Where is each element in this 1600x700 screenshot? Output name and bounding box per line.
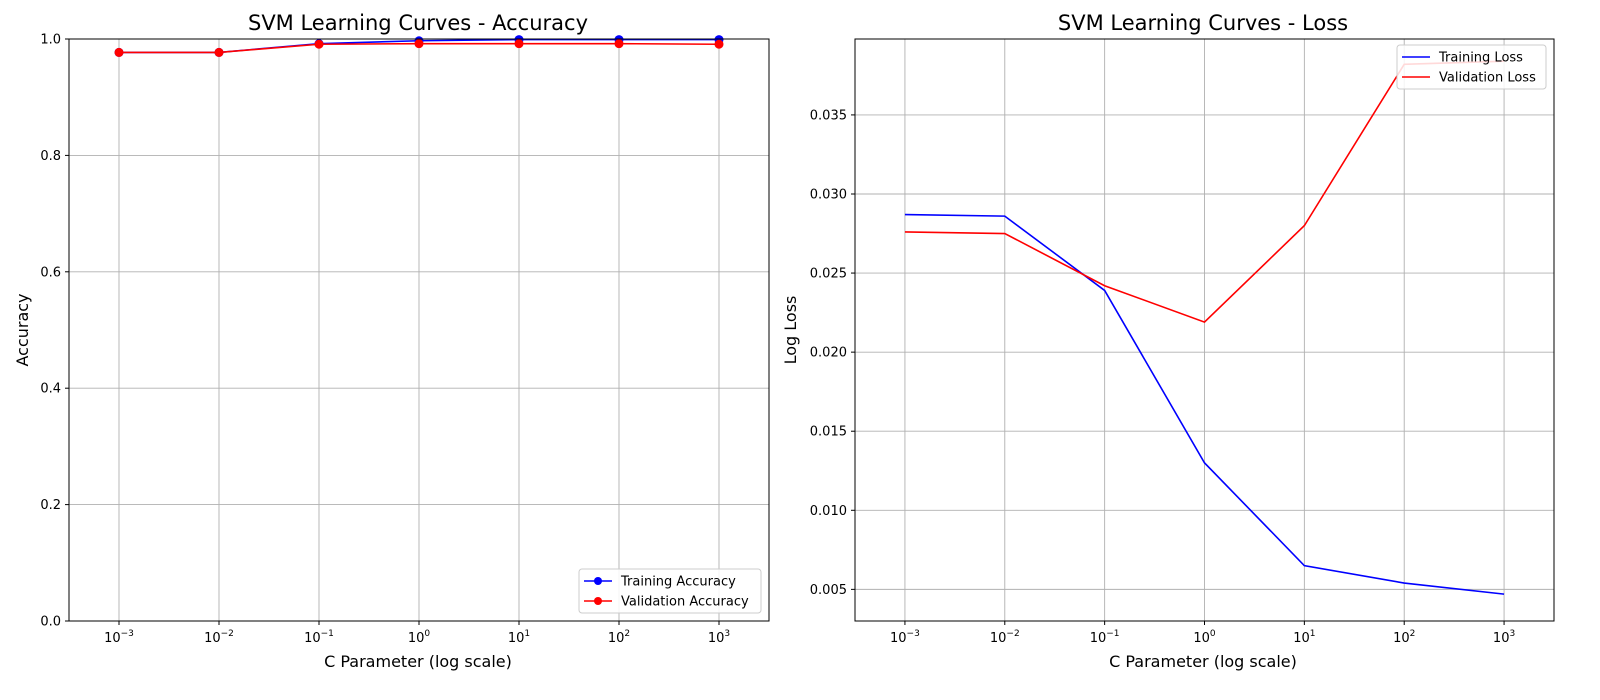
y-tick-label: 0.015 — [810, 425, 847, 440]
x-tick-label: 10−3 — [104, 629, 134, 646]
legend-marker — [594, 597, 602, 605]
y-tick-label: 0.020 — [810, 346, 847, 361]
x-tick-label: 102 — [608, 629, 630, 646]
x-axis-label: C Parameter (log scale) — [1109, 652, 1297, 671]
grid — [69, 38, 769, 622]
y-tick-label: 0.4 — [40, 382, 61, 397]
x-tick-label: 10−2 — [990, 629, 1020, 646]
legend-label: Training Loss — [1438, 51, 1523, 66]
series-group — [114, 35, 724, 57]
y-tick-label: 0.010 — [810, 504, 847, 519]
loss-chart: SVM Learning Curves - Loss 10−3 10−2 10−1 1… — [781, 11, 1555, 671]
data-point — [114, 47, 124, 57]
data-point — [514, 39, 524, 49]
x-tick-label: 10−1 — [304, 629, 334, 646]
tick-group: 10−3 10−2 10−1 100 101 102 103 0.0 0.2 0.4 0.6 0.8 1… — [40, 33, 730, 647]
x-tick-label: 102 — [1393, 629, 1415, 646]
y-tick-label: 0.025 — [810, 267, 847, 282]
y-tick-label: 0.005 — [810, 583, 847, 598]
data-point — [714, 39, 724, 49]
x-tick-label: 10−2 — [204, 629, 234, 646]
accuracy-chart: SVM Learning Curves - Accuracy 10−3 10−2 1… — [13, 11, 770, 671]
x-tick-label: 10−3 — [890, 629, 920, 646]
x-tick-label: 101 — [508, 629, 530, 646]
data-point — [314, 39, 324, 49]
y-axis-label: Accuracy — [13, 293, 32, 366]
x-tick-label: 100 — [408, 629, 431, 646]
data-point — [214, 47, 224, 57]
chart-title: SVM Learning Curves - Loss — [1058, 11, 1348, 35]
legend-label: Validation Accuracy — [621, 595, 749, 610]
y-tick-label: 0.030 — [810, 187, 847, 202]
y-tick-label: 0.0 — [40, 615, 61, 630]
data-point — [614, 39, 624, 49]
y-tick-label: 0.035 — [810, 108, 847, 123]
y-tick-label: 0.2 — [40, 498, 61, 513]
grid — [855, 39, 1554, 621]
x-axis-label: C Parameter (log scale) — [324, 652, 512, 671]
x-tick-label: 10−1 — [1090, 629, 1120, 646]
y-tick-label: 1.0 — [40, 33, 61, 48]
chart-title: SVM Learning Curves - Accuracy — [248, 11, 588, 35]
x-tick-label: 103 — [1493, 629, 1515, 646]
legend-label: Validation Loss — [1439, 71, 1536, 86]
y-tick-label: 0.6 — [40, 265, 61, 280]
legend: Training Loss Validation Loss — [1396, 44, 1547, 90]
y-axis-label: Log Loss — [781, 296, 800, 365]
legend-marker — [594, 577, 602, 585]
x-tick-label: 101 — [1293, 629, 1315, 646]
legend-label: Training Accuracy — [620, 575, 736, 590]
series-line — [904, 213, 1505, 595]
legend: Training Accuracy Validation Accuracy — [578, 568, 762, 614]
legend-box — [1396, 44, 1547, 90]
tick-group: 10−3 10−2 10−1 100 101 102 103 0.005 0.010 0.015 0… — [810, 108, 1515, 646]
x-tick-label: 100 — [1193, 629, 1216, 646]
y-tick-label: 0.8 — [40, 149, 61, 164]
legend-box — [578, 568, 762, 614]
data-point — [414, 39, 424, 49]
x-tick-label: 103 — [708, 629, 730, 646]
